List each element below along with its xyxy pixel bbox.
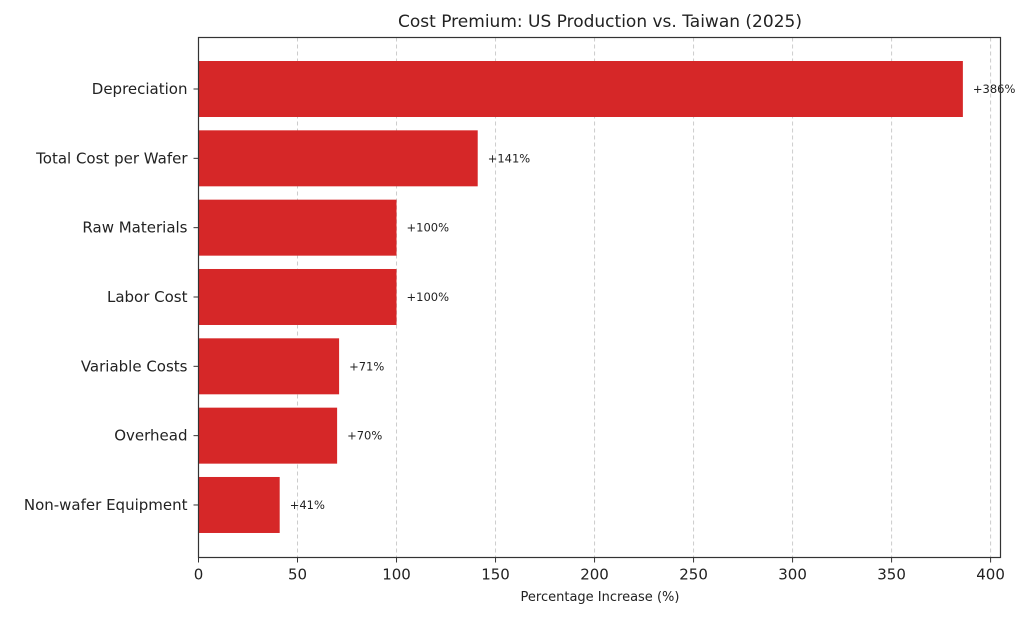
x-axis-label: Percentage Increase (%) [521, 590, 680, 605]
chart-title: Cost Premium: US Production vs. Taiwan (… [398, 12, 802, 32]
x-tick-label: 300 [778, 566, 807, 584]
x-tick-label: 350 [877, 566, 906, 584]
data-label: +100% [407, 221, 450, 235]
y-tick-label: Total Cost per Wafer [35, 149, 188, 167]
data-label: +100% [407, 290, 450, 304]
data-label: +386% [973, 82, 1016, 96]
data-label: +71% [349, 359, 384, 373]
data-label: +41% [290, 498, 325, 512]
data-label: +141% [488, 151, 531, 165]
y-tick-label: Variable Costs [81, 357, 188, 375]
data-label: +70% [347, 429, 382, 443]
bar [198, 476, 280, 533]
plot-frame [197, 36, 1002, 559]
x-tick-label: 200 [580, 566, 609, 584]
y-tick-label: Depreciation [92, 80, 188, 98]
bar [198, 61, 963, 117]
y-tick-label: Non-wafer Equipment [24, 496, 188, 514]
x-tick-label: 100 [382, 566, 411, 584]
x-tick-label: 50 [288, 566, 307, 584]
bar [198, 130, 478, 187]
x-tick-label: 250 [679, 566, 708, 584]
x-tick-label: 400 [976, 566, 1005, 584]
bar [198, 268, 397, 325]
x-tick-label: 150 [481, 566, 510, 584]
y-tick-label: Labor Cost [107, 288, 188, 306]
y-tick-label: Overhead [114, 427, 187, 445]
y-tick-label: Raw Materials [82, 219, 187, 237]
bar [198, 338, 340, 395]
x-tick-label: 0 [194, 566, 204, 584]
bar [198, 199, 397, 256]
bar [198, 407, 338, 464]
